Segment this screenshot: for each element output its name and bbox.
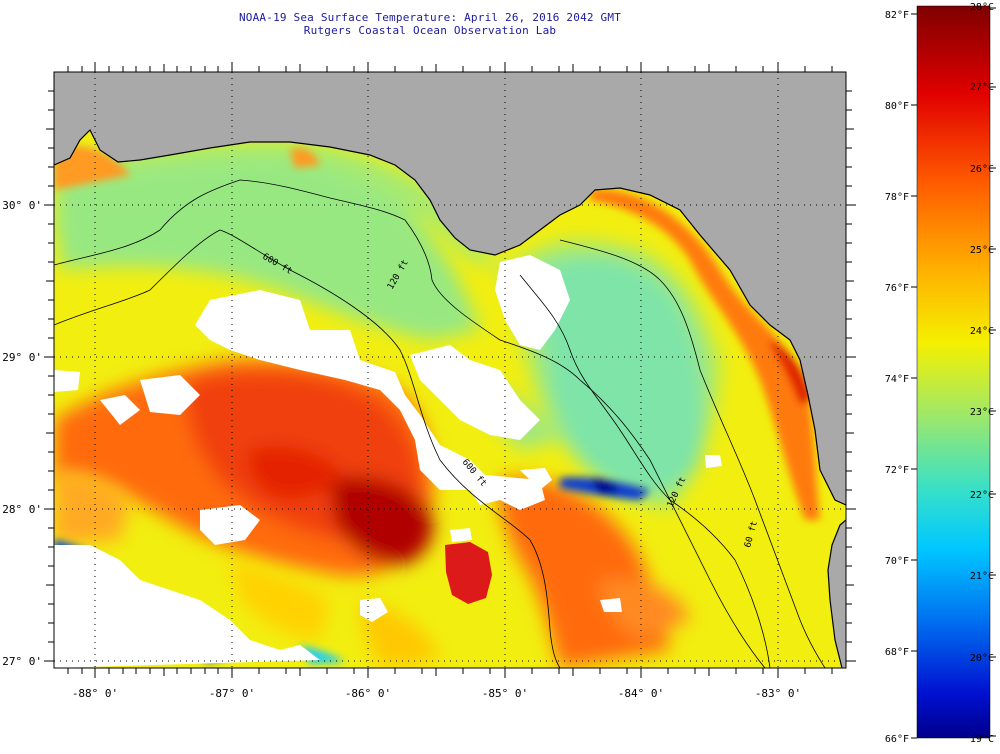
colorbar-gradient [916, 5, 991, 739]
warm-coastal-strip [54, 146, 820, 520]
celsius-label: 19°C [970, 734, 994, 745]
colorbar-celsius-labels: 28°C 27°C 26°C 25°C 24°C 23°C 22°C 21°C … [970, 2, 994, 745]
fahrenheit-label: 80°F [885, 101, 909, 112]
hot-spot [445, 542, 492, 604]
fahrenheit-label: 66°F [885, 734, 909, 745]
lon-label: -85° 0' [482, 687, 528, 700]
celsius-label: 23°C [970, 407, 994, 418]
title-line-2: Rutgers Coastal Ocean Observation Lab [303, 24, 557, 37]
fahrenheit-label: 76°F [885, 283, 909, 294]
celsius-label: 27°C [970, 82, 994, 93]
fahrenheit-label: 72°F [885, 465, 909, 476]
lon-label: -86° 0' [345, 687, 391, 700]
celsius-label: 20°C [970, 653, 994, 664]
cloud-mask [54, 255, 722, 668]
map-frame [53, 71, 847, 669]
lon-label: -88° 0' [72, 687, 118, 700]
depth-contours [54, 179, 826, 668]
fahrenheit-label: 70°F [885, 556, 909, 567]
land [54, 72, 846, 668]
map-area: 120 ft 600 ft 600 ft 120 ft 60 ft [54, 72, 846, 668]
celsius-label: 28°C [970, 2, 994, 13]
celsius-label: 26°C [970, 164, 994, 175]
lat-label: 27° 0' [2, 655, 42, 668]
lat-label: 29° 0' [2, 351, 42, 364]
fahrenheit-label: 78°F [885, 192, 909, 203]
fahrenheit-label: 74°F [885, 374, 909, 385]
celsius-label: 22°C [970, 490, 994, 501]
fahrenheit-label: 68°F [885, 647, 909, 658]
title-line-1: NOAA-19 Sea Surface Temperature: April 2… [238, 11, 622, 24]
axis-ticks [44, 62, 856, 678]
colorbar-celsius-ticks [990, 7, 996, 737]
celsius-label: 25°C [970, 245, 994, 256]
colorbar-ticks [911, 13, 917, 739]
lon-label: -87° 0' [209, 687, 255, 700]
latitude-labels: 30° 0' 29° 0' 28° 0' 27° 0' [2, 199, 42, 668]
lat-label: 30° 0' [2, 199, 42, 212]
lon-label: -83° 0' [755, 687, 801, 700]
graticule [54, 72, 846, 668]
lon-label: -84° 0' [618, 687, 664, 700]
fahrenheit-label: 82°F [885, 10, 909, 21]
colorbar: 82°F 80°F 78°F 76°F 74°F 72°F 70°F 68°F … [885, 2, 996, 745]
celsius-label: 21°C [970, 571, 994, 582]
celsius-label: 24°C [970, 326, 994, 337]
colorbar-fahrenheit-labels: 82°F 80°F 78°F 76°F 74°F 72°F 70°F 68°F … [885, 10, 909, 745]
warm-eddy [54, 358, 690, 668]
lat-label: 28° 0' [2, 503, 42, 516]
longitude-labels: -88° 0' -87° 0' -86° 0' -85° 0' -84° 0' … [72, 687, 801, 700]
